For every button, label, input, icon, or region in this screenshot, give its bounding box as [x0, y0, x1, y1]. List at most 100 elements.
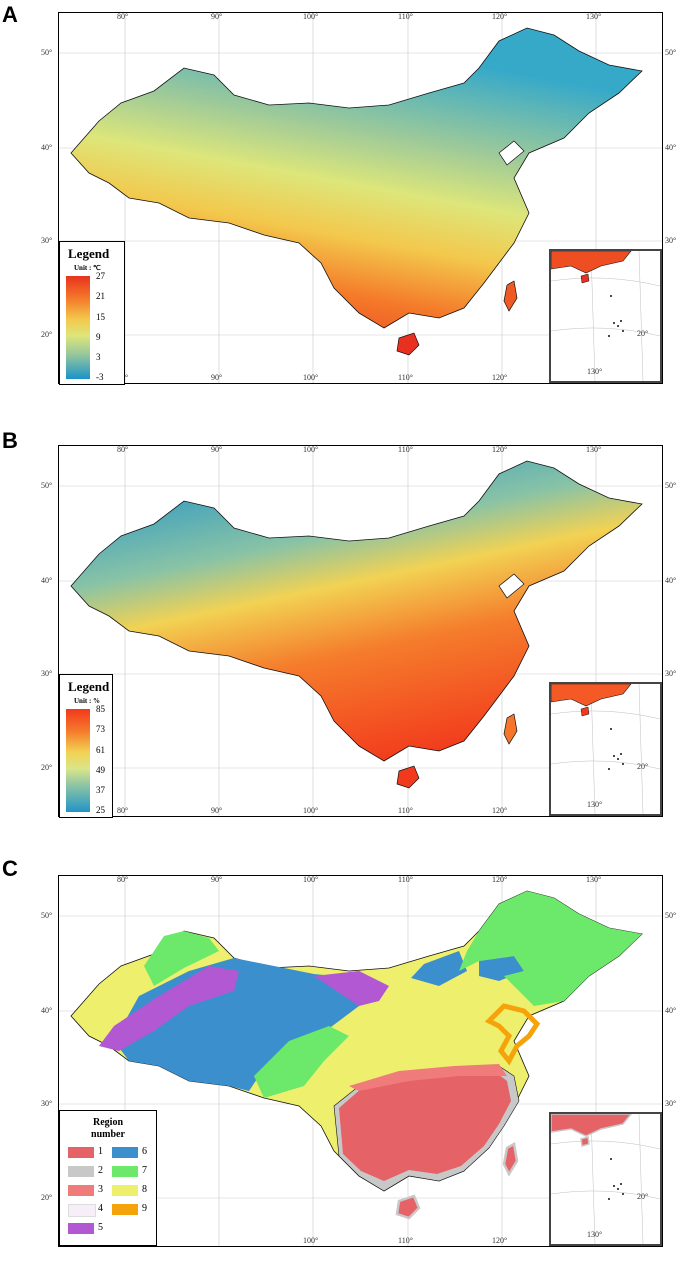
lon-label: 100°: [303, 373, 319, 382]
lat-label: 30°: [41, 669, 53, 678]
lat-label: 20°: [41, 330, 53, 339]
lon-label: 100°: [303, 875, 319, 884]
legend-b: Legend Unit : % 85 73 61 49 37 25: [59, 674, 113, 818]
legend-value: 49: [96, 765, 105, 775]
hainan-a: [396, 332, 420, 356]
lon-label: 120°: [492, 12, 508, 21]
legend-value: 15: [96, 312, 105, 322]
legend-label-9: 9: [142, 1203, 147, 1214]
legend-swatch-8: [112, 1185, 138, 1196]
region-map: [59, 876, 662, 1246]
legend-label-3: 3: [98, 1184, 103, 1195]
panel-letter-a: A: [2, 2, 18, 27]
lat-label: 50°: [665, 911, 677, 920]
lon-label: 90°: [211, 875, 223, 884]
lat-label: 30°: [665, 1099, 677, 1108]
lon-label: 90°: [211, 445, 223, 454]
lon-label: 80°: [117, 875, 129, 884]
map-panel-a: 80° 90° 100° 110° 120° 130° 80° 90° 100°…: [41, 12, 676, 385]
lon-label: 110°: [398, 373, 413, 382]
lon-label: 90°: [211, 373, 223, 382]
region-3-shape: [349, 1064, 507, 1091]
lat-label: 20°: [41, 763, 53, 772]
lat-label: 20°: [41, 1193, 53, 1202]
lon-label: 110°: [398, 445, 413, 454]
lon-label: 80°: [117, 12, 129, 21]
map-panel-b: 80° 90° 100° 110° 120° 130° 80° 90° 100°…: [41, 445, 676, 818]
legend-color-bar: [66, 276, 90, 379]
legend-value: -3: [96, 372, 104, 382]
lon-label: 100°: [303, 12, 319, 21]
legend-swatch-6: [112, 1147, 138, 1158]
legend-value: 27: [96, 271, 105, 281]
lat-label: 40°: [665, 576, 677, 585]
china-shape-b: [70, 460, 643, 762]
inset-lon-label: 130°: [587, 1230, 603, 1239]
inset-lat-label: 20°: [637, 1192, 649, 1201]
lat-label: 40°: [665, 143, 677, 152]
legend-swatch-7: [112, 1166, 138, 1177]
temperature-map: [59, 13, 662, 383]
lon-label: 110°: [398, 875, 413, 884]
lon-label: 80°: [117, 806, 129, 815]
region-5-shape: [99, 966, 239, 1051]
legend-swatch-1: [68, 1147, 94, 1158]
legend-value: 85: [96, 704, 105, 714]
lat-label: 50°: [41, 911, 53, 920]
lon-label: 100°: [303, 806, 319, 815]
lon-label: 110°: [398, 12, 413, 21]
lat-label: 30°: [665, 236, 677, 245]
region-legend-title: Region number: [91, 1117, 125, 1140]
legend-swatch-3: [68, 1185, 94, 1196]
lon-label: 100°: [303, 1236, 319, 1245]
lon-label: 130°: [586, 12, 602, 21]
lat-label: 40°: [665, 1006, 677, 1015]
legend-label-5: 5: [98, 1222, 103, 1233]
lon-label: 120°: [492, 1236, 508, 1245]
lat-label: 50°: [41, 48, 53, 57]
lat-label: 40°: [41, 1006, 53, 1015]
south-china-sea-inset-a: 20° 130°: [549, 249, 662, 383]
legend-value: 73: [96, 724, 105, 734]
legend-label-7: 7: [142, 1165, 147, 1176]
region-7-shape: [144, 931, 219, 986]
south-china-sea-inset-b: 20° 130°: [549, 682, 662, 816]
lon-label: 120°: [492, 875, 508, 884]
lon-label: 130°: [586, 875, 602, 884]
lat-label: 50°: [665, 48, 677, 57]
region-9-shape: [484, 1003, 541, 1066]
lat-label: 30°: [41, 1099, 53, 1108]
panel-letter-b: B: [2, 428, 18, 453]
inset-lon-label: 130°: [587, 367, 603, 376]
legend-value: 37: [96, 785, 105, 795]
legend-swatch-9: [112, 1204, 138, 1215]
legend-label-6: 6: [142, 1146, 147, 1157]
lon-label: 110°: [398, 806, 413, 815]
lon-label: 110°: [398, 1236, 413, 1245]
legend-label-4: 4: [98, 1203, 103, 1214]
legend-unit: Unit : ℃: [74, 264, 101, 272]
lon-label: 120°: [492, 445, 508, 454]
legend-swatch-5: [68, 1223, 94, 1234]
legend-value: 61: [96, 745, 105, 755]
south-china-sea-inset-c: 20° 130°: [549, 1112, 662, 1246]
inset-lat-label: 20°: [637, 329, 649, 338]
lon-label: 120°: [492, 806, 508, 815]
map-panel-c: 80° 90° 100° 110° 120° 130° 100° 110° 12…: [41, 875, 676, 1247]
taiwan-a: [503, 280, 518, 312]
lat-label: 50°: [665, 481, 677, 490]
legend-value: 21: [96, 291, 105, 301]
legend-color-bar: [66, 709, 90, 812]
china-shape-a: [70, 27, 643, 329]
legend-title: Legend: [68, 246, 110, 261]
lon-label: 90°: [211, 806, 223, 815]
legend-label-1: 1: [98, 1146, 103, 1157]
inset-lat-label: 20°: [637, 762, 649, 771]
panel-letter-c: C: [2, 856, 18, 881]
lon-label: 80°: [117, 445, 129, 454]
lat-label: 40°: [41, 143, 53, 152]
lon-label: 130°: [586, 445, 602, 454]
lon-label: 100°: [303, 445, 319, 454]
lat-label: 40°: [41, 576, 53, 585]
legend-unit: Unit : %: [74, 697, 101, 705]
